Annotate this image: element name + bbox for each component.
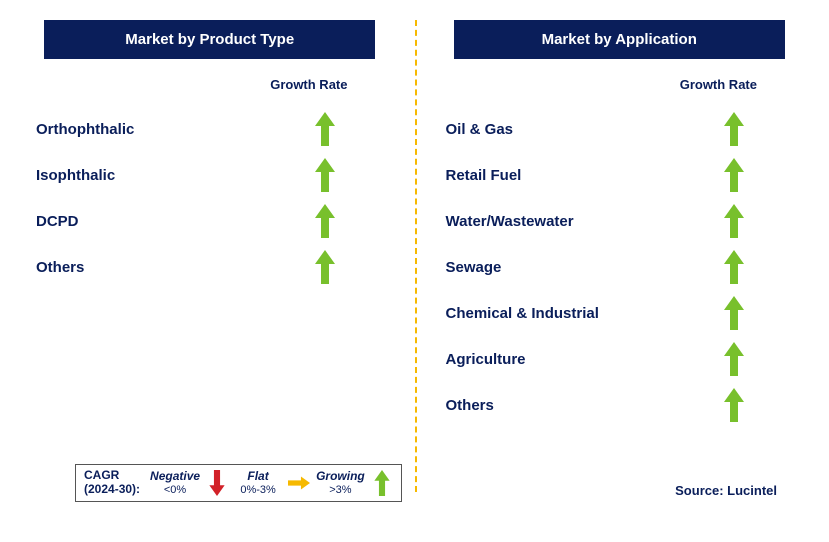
legend-cagr-line2: (2024-30): <box>84 483 140 497</box>
left-rows: Orthophthalic Isophthalic DCPD Others <box>30 106 390 290</box>
right-rows: Oil & Gas Retail Fuel Water/Wastewater S… <box>440 106 800 428</box>
left-growth-rate-label: Growth Rate <box>30 77 390 92</box>
legend-flat-label: Flat <box>247 470 268 484</box>
left-row: Others <box>30 244 390 290</box>
legend-negative-label: Negative <box>150 470 200 484</box>
right-row: Oil & Gas <box>440 106 800 152</box>
left-row-label: DCPD <box>36 213 79 230</box>
legend-growing-label: Growing <box>316 470 365 484</box>
legend-box: CAGR (2024-30): Negative <0% Flat 0%-3% … <box>75 464 402 502</box>
arrow-up-icon <box>310 250 340 284</box>
left-row-label: Isophthalic <box>36 167 115 184</box>
arrow-up-icon <box>719 112 749 146</box>
left-row: Isophthalic <box>30 152 390 198</box>
arrow-down-icon <box>206 470 228 496</box>
left-panel-title: Market by Product Type <box>44 20 375 59</box>
infographic-container: Market by Product Type Growth Rate Ortho… <box>0 0 829 542</box>
legend-negative-range: <0% <box>164 484 186 497</box>
source-label: Source: Lucintel <box>675 483 777 498</box>
arrow-up-icon <box>719 296 749 330</box>
right-row: Retail Fuel <box>440 152 800 198</box>
arrow-up-icon <box>310 204 340 238</box>
right-row-label: Others <box>446 397 494 414</box>
legend-negative: Negative <0% <box>150 470 200 496</box>
right-row-label: Agriculture <box>446 351 526 368</box>
right-panel: Market by Application Growth Rate Oil & … <box>415 20 800 522</box>
arrow-up-icon <box>719 204 749 238</box>
right-row-label: Retail Fuel <box>446 167 522 184</box>
legend-flat-range: 0%-3% <box>240 484 275 497</box>
arrow-up-icon <box>371 470 393 496</box>
legend-cagr: CAGR (2024-30): <box>84 469 140 497</box>
right-row-label: Chemical & Industrial <box>446 305 599 322</box>
legend-flat: Flat 0%-3% <box>234 470 282 496</box>
right-panel-title: Market by Application <box>454 20 785 59</box>
left-row-label: Others <box>36 259 84 276</box>
right-row-label: Sewage <box>446 259 502 276</box>
left-row: DCPD <box>30 198 390 244</box>
right-row: Chemical & Industrial <box>440 290 800 336</box>
arrow-right-icon <box>288 475 310 491</box>
left-row-label: Orthophthalic <box>36 121 134 138</box>
arrow-up-icon <box>719 250 749 284</box>
right-row: Agriculture <box>440 336 800 382</box>
right-growth-rate-label: Growth Rate <box>440 77 800 92</box>
left-panel: Market by Product Type Growth Rate Ortho… <box>30 20 415 522</box>
arrow-up-icon <box>719 342 749 376</box>
right-row: Sewage <box>440 244 800 290</box>
arrow-up-icon <box>719 388 749 422</box>
legend-growing: Growing >3% <box>316 470 365 496</box>
legend-cagr-line1: CAGR <box>84 469 140 483</box>
legend-growing-range: >3% <box>329 484 351 497</box>
right-row-label: Oil & Gas <box>446 121 514 138</box>
right-row: Water/Wastewater <box>440 198 800 244</box>
right-row-label: Water/Wastewater <box>446 213 574 230</box>
left-row: Orthophthalic <box>30 106 390 152</box>
arrow-up-icon <box>310 158 340 192</box>
right-row: Others <box>440 382 800 428</box>
arrow-up-icon <box>719 158 749 192</box>
arrow-up-icon <box>310 112 340 146</box>
